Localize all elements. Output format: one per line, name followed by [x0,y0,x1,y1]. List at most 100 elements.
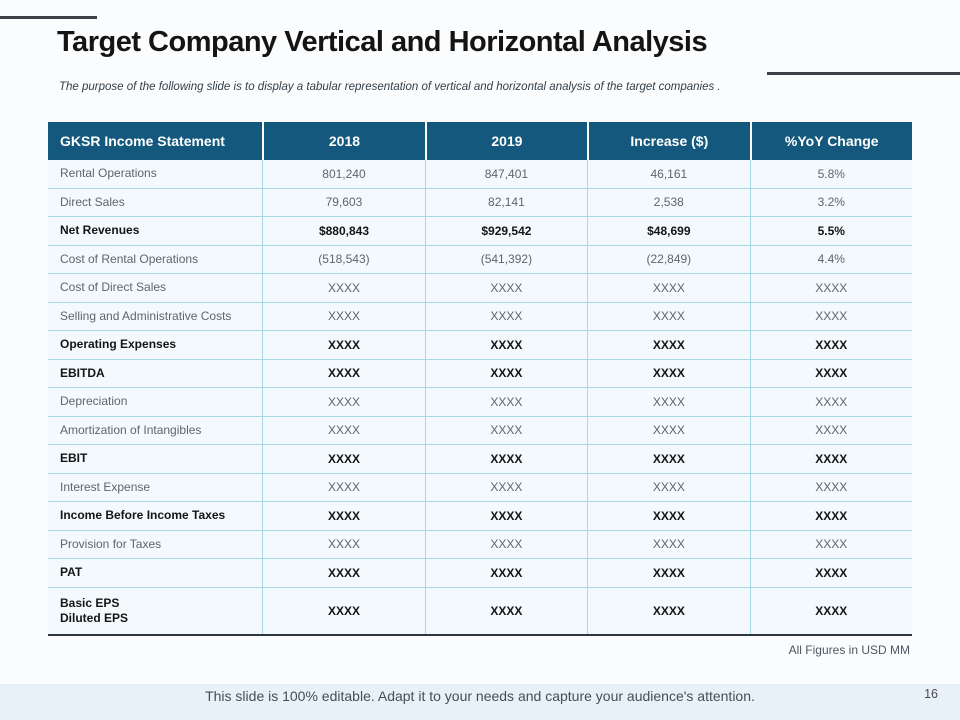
table-cell: $929,542 [424,217,587,245]
table-header-cell: 2018 [262,122,424,160]
table-cell: XXXX [587,530,749,558]
table-row: Rental Operations 801,240 847,401 46,161 5.8… [48,160,912,189]
row-label: EBIT [60,451,88,466]
row-label: Provision for Taxes [60,536,162,551]
row-label: PAT [60,565,83,580]
table-header-cell: %YoY Change [749,122,912,160]
table-row: Operating Expenses XXXX XXXX XXXX XXXX [48,331,912,360]
table-row: Depreciation XXXX XXXX XXXX XXXX [48,388,912,417]
table-cell: XXXX [749,473,912,501]
row-label: Income Before Income Taxes [60,508,226,523]
row-label: Direct Sales [60,194,125,209]
table-header-cell: GKSR Income Statement [60,133,225,149]
table-cell: XXXX [749,359,912,387]
table-header-cell: Increase ($) [587,122,749,160]
table-header-row: GKSR Income Statement 2018 2019 Increase ($… [48,122,912,160]
table-cell: XXXX [424,530,587,558]
table-cell: XXXX [749,416,912,444]
table-cell: 4.4% [749,245,912,273]
table-row: Income Before Income Taxes XXXX XXXX XXXX XX… [48,502,912,531]
table-cell: XXXX [424,359,587,387]
table-cell: XXXX [424,302,587,330]
table-row: Interest Expense XXXX XXXX XXXX XXXX [48,473,912,502]
table-cell: XXXX [587,274,749,302]
table-cell: XXXX [262,530,424,558]
table-row: Provision for Taxes XXXX XXXX XXXX XXXX [48,530,912,559]
income-table-body: Rental Operations 801,240 847,401 46,161 5.8… [48,160,912,634]
table-cell: XXXX [424,559,587,587]
table-row: Net Revenues $880,843 $929,542 $48,699 5.5% [48,217,912,246]
table-cell: 82,141 [424,188,587,216]
table-cell: XXXX [749,331,912,359]
table-cell: XXXX [424,445,587,473]
table-row: Direct Sales 79,603 82,141 2,538 3.2% [48,188,912,217]
table-cell: XXXX [262,587,424,634]
table-cell: XXXX [749,445,912,473]
table-cell: XXXX [587,473,749,501]
table-cell: XXXX [587,445,749,473]
row-label: Depreciation [60,394,128,409]
table-cell: XXXX [262,502,424,530]
table-cell: XXXX [749,274,912,302]
table-cell: XXXX [262,302,424,330]
footer-editable-note: This slide is 100% editable. Adapt it to… [205,688,755,704]
table-cell: XXXX [262,388,424,416]
table-cell: 5.8% [749,160,912,188]
row-label: Cost of Direct Sales [60,280,167,295]
table-cell: XXXX [424,502,587,530]
table-cell: XXXX [587,331,749,359]
table-cell: XXXX [424,473,587,501]
table-cell: XXXX [424,331,587,359]
slide-title: Target Company Vertical and Horizontal A… [57,26,708,58]
table-cell: XXXX [424,388,587,416]
table-cell: XXXX [262,559,424,587]
table-cell: 5.5% [749,217,912,245]
table-row: Basic EPS Diluted EPS XXXX XXXX XXXX XXXX [48,587,912,634]
table-cell: XXXX [749,587,912,634]
table-cell: XXXX [587,302,749,330]
table-cell: XXXX [587,416,749,444]
income-statement-table: GKSR Income Statement 2018 2019 Increase ($… [48,122,912,636]
table-cell: XXXX [424,274,587,302]
table-cell: XXXX [749,530,912,558]
table-cell: XXXX [749,559,912,587]
row-label: EBITDA [60,365,105,380]
table-cell: (22,849) [587,245,749,273]
table-row: Cost of Direct Sales XXXX XXXX XXXX XXXX [48,274,912,303]
row-label: Operating Expenses [60,337,177,352]
table-cell: 3.2% [749,188,912,216]
row-label: Interest Expense [60,479,151,494]
row-label: Basic EPS Diluted EPS [60,595,129,625]
table-row: Cost of Rental Operations (518,543) (541,3… [48,245,912,274]
page-number: 16 [924,687,938,701]
row-label: Net Revenues [60,223,140,238]
table-cell: XXXX [587,502,749,530]
table-row: EBITDA XXXX XXXX XXXX XXXX [48,359,912,388]
row-label: Amortization of Intangibles [60,422,202,437]
table-cell: (541,392) [424,245,587,273]
table-cell: 79,603 [262,188,424,216]
table-row: EBIT XXXX XXXX XXXX XXXX [48,445,912,474]
table-cell: XXXX [424,416,587,444]
table-row: PAT XXXX XXXX XXXX XXXX [48,559,912,588]
table-cell: XXXX [262,274,424,302]
table-cell: XXXX [587,359,749,387]
table-cell: 2,538 [587,188,749,216]
table-cell: $880,843 [262,217,424,245]
row-label: Selling and Administrative Costs [60,308,232,323]
table-cell: 801,240 [262,160,424,188]
title-accent-line [767,72,960,75]
table-cell: 46,161 [587,160,749,188]
table-cell: 847,401 [424,160,587,188]
footer-band [0,684,960,720]
table-cell: XXXX [749,388,912,416]
row-label: Cost of Rental Operations [60,251,199,266]
top-left-accent-line [0,16,97,19]
table-cell: XXXX [424,587,587,634]
table-cell: XXXX [262,331,424,359]
table-row: Selling and Administrative Costs XXXX XXXX… [48,302,912,331]
table-header-cell: 2019 [424,122,587,160]
table-row: Amortization of Intangibles XXXX XXXX XXXX X… [48,416,912,445]
table-cell: XXXX [587,388,749,416]
